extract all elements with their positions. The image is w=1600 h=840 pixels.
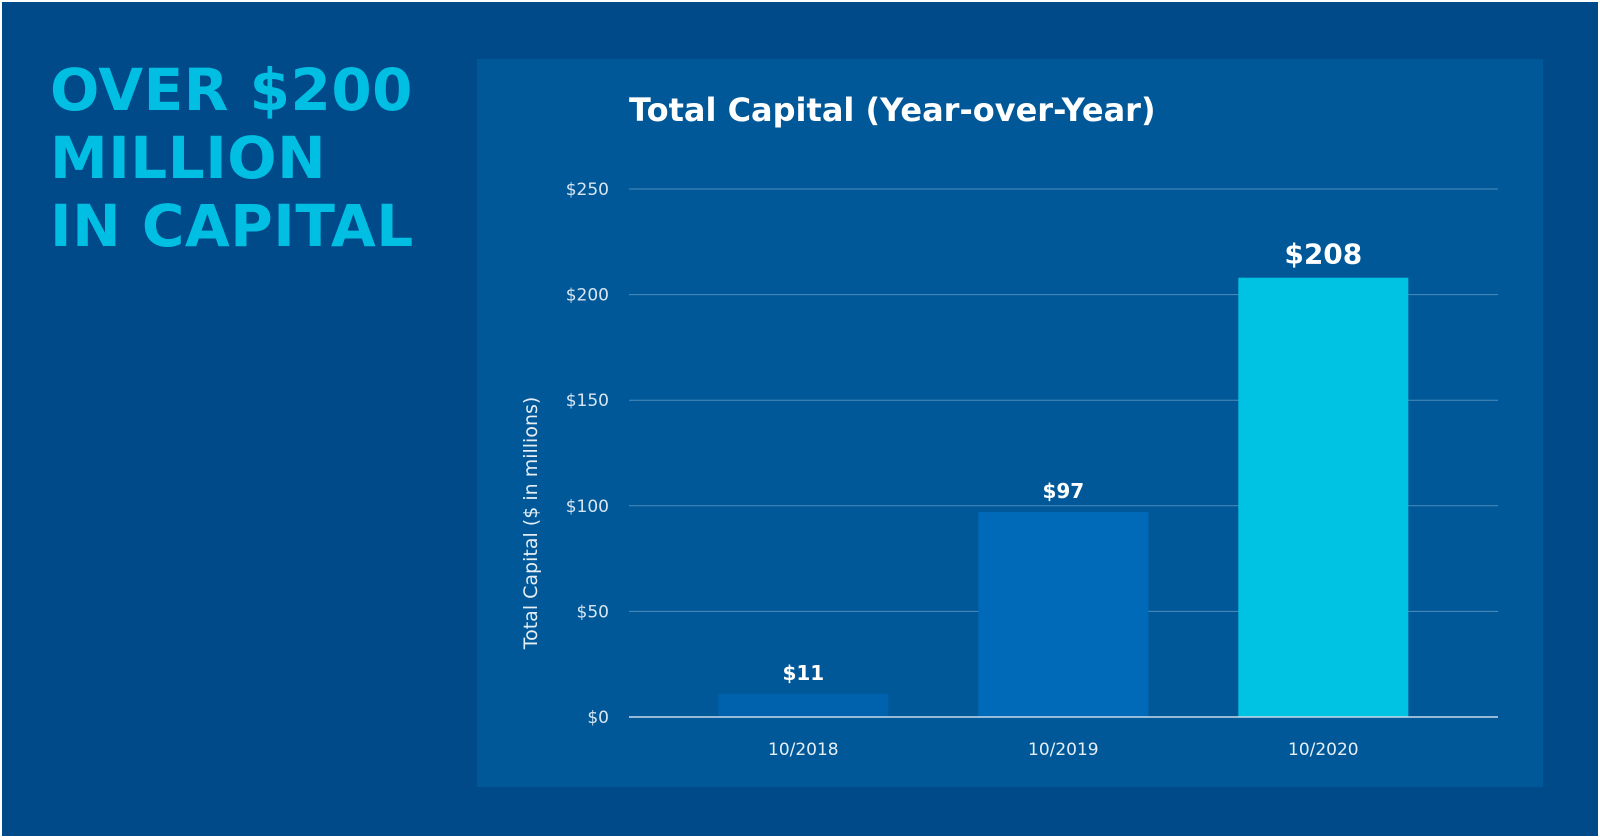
y-tick-label: $50 bbox=[577, 602, 609, 622]
data-label: $97 bbox=[1042, 479, 1084, 503]
data-label: $11 bbox=[782, 661, 824, 685]
x-tick-label: 10/2019 bbox=[1028, 740, 1099, 760]
y-tick-label: $200 bbox=[566, 286, 609, 306]
y-tick-label: $100 bbox=[566, 497, 609, 517]
y-tick-label: $250 bbox=[566, 180, 609, 200]
bar-chart: $0 $50 $100 $150 $200 $250 Total Capital ($ in… bbox=[520, 180, 1498, 760]
y-tick-label: $0 bbox=[587, 708, 609, 728]
bar-10-2020 bbox=[1238, 277, 1409, 717]
headline-line-1: OVER $200 bbox=[50, 56, 414, 124]
data-label: $208 bbox=[1284, 238, 1362, 271]
headline-line-2: MILLION bbox=[50, 124, 327, 192]
x-tick-label: 10/2018 bbox=[768, 740, 839, 760]
x-tick-label: 10/2020 bbox=[1288, 740, 1359, 760]
y-axis-label: Total Capital ($ in millions) bbox=[520, 397, 542, 651]
y-tick-label: $150 bbox=[566, 391, 609, 411]
chart-title: Total Capital (Year-over-Year) bbox=[629, 91, 1156, 129]
headline-line-3: IN CAPITAL bbox=[50, 192, 414, 260]
bar-10-2018 bbox=[718, 693, 889, 717]
chart-panel: $0 $50 $100 $150 $200 $250 Total Capital ($ in… bbox=[477, 59, 1543, 787]
bar-10-2019 bbox=[978, 512, 1149, 717]
headline: OVER $200 MILLION IN CAPITAL bbox=[50, 56, 414, 260]
